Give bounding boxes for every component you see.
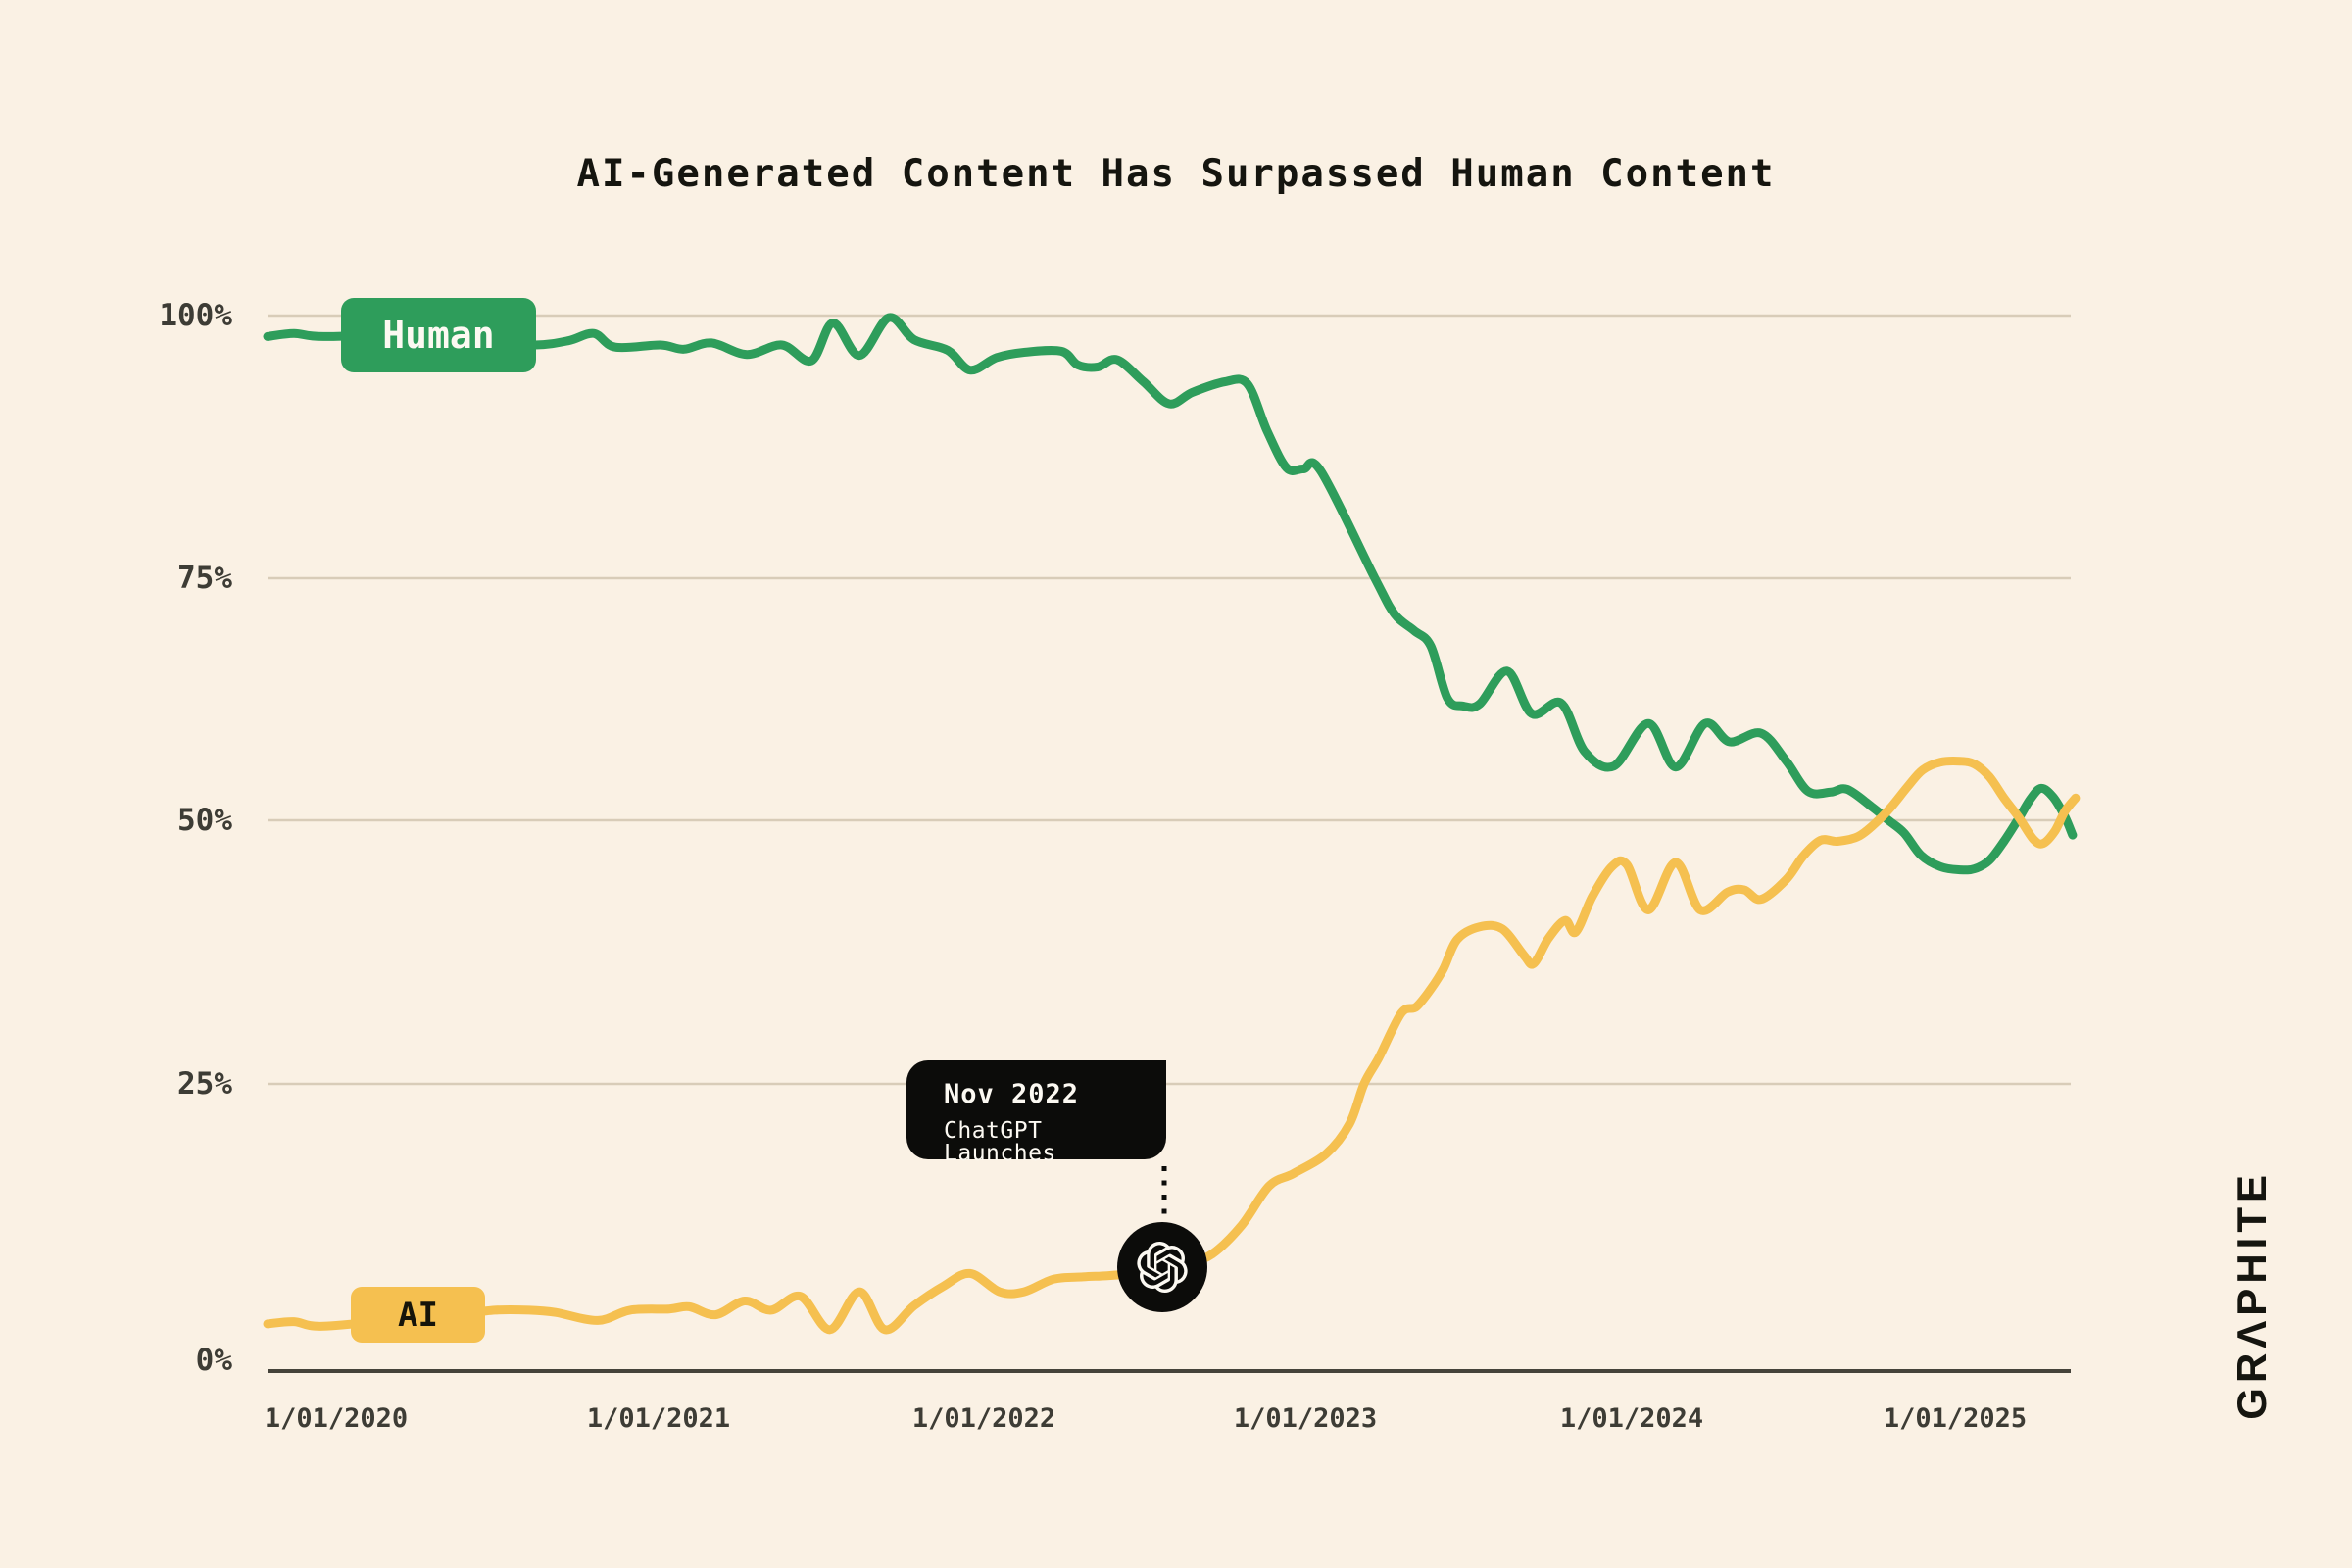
x-axis-label-2022: 1/01/2022 [911, 1403, 1056, 1434]
y-axis-label-25: 25% [177, 1066, 232, 1102]
human-series-label: Human [382, 314, 495, 357]
ai-series-label: AI [398, 1295, 438, 1335]
chatgpt-annotation: Nov 2022 ChatGPT Launches [906, 1060, 1166, 1165]
ai-series-badge: AI [351, 1287, 485, 1343]
annotation-text: ChatGPT Launches [944, 1118, 1056, 1166]
chatgpt-marker [1117, 1222, 1207, 1312]
x-axis-label-2023: 1/01/2023 [1233, 1403, 1378, 1434]
x-axis-label-2020: 1/01/2020 [264, 1403, 409, 1434]
y-axis-label-50: 50% [177, 803, 232, 838]
chart-title: AI-Generated Content Has Surpassed Human… [576, 152, 1776, 196]
x-axis-label-2024: 1/01/2024 [1559, 1403, 1704, 1434]
y-axis-label-75: 75% [177, 561, 232, 596]
graphite-logo: GRΛPHITE [2227, 1156, 2278, 1433]
y-axis-label-100: 100% [159, 298, 232, 333]
x-axis-label-2021: 1/01/2021 [586, 1403, 731, 1434]
human-line [263, 313, 2078, 875]
x-axis-label-2025: 1/01/2025 [1883, 1403, 2028, 1434]
gridlines [268, 314, 2071, 1086]
graphite-logo-text: GRΛPHITE [2229, 1169, 2275, 1420]
ai-line [263, 756, 2081, 1335]
y-axis-label-0: 0% [195, 1343, 232, 1378]
annotation-date: Nov 2022 [944, 1079, 1080, 1109]
human-series-badge: Human [341, 298, 536, 372]
openai-logo-icon [1137, 1242, 1188, 1293]
